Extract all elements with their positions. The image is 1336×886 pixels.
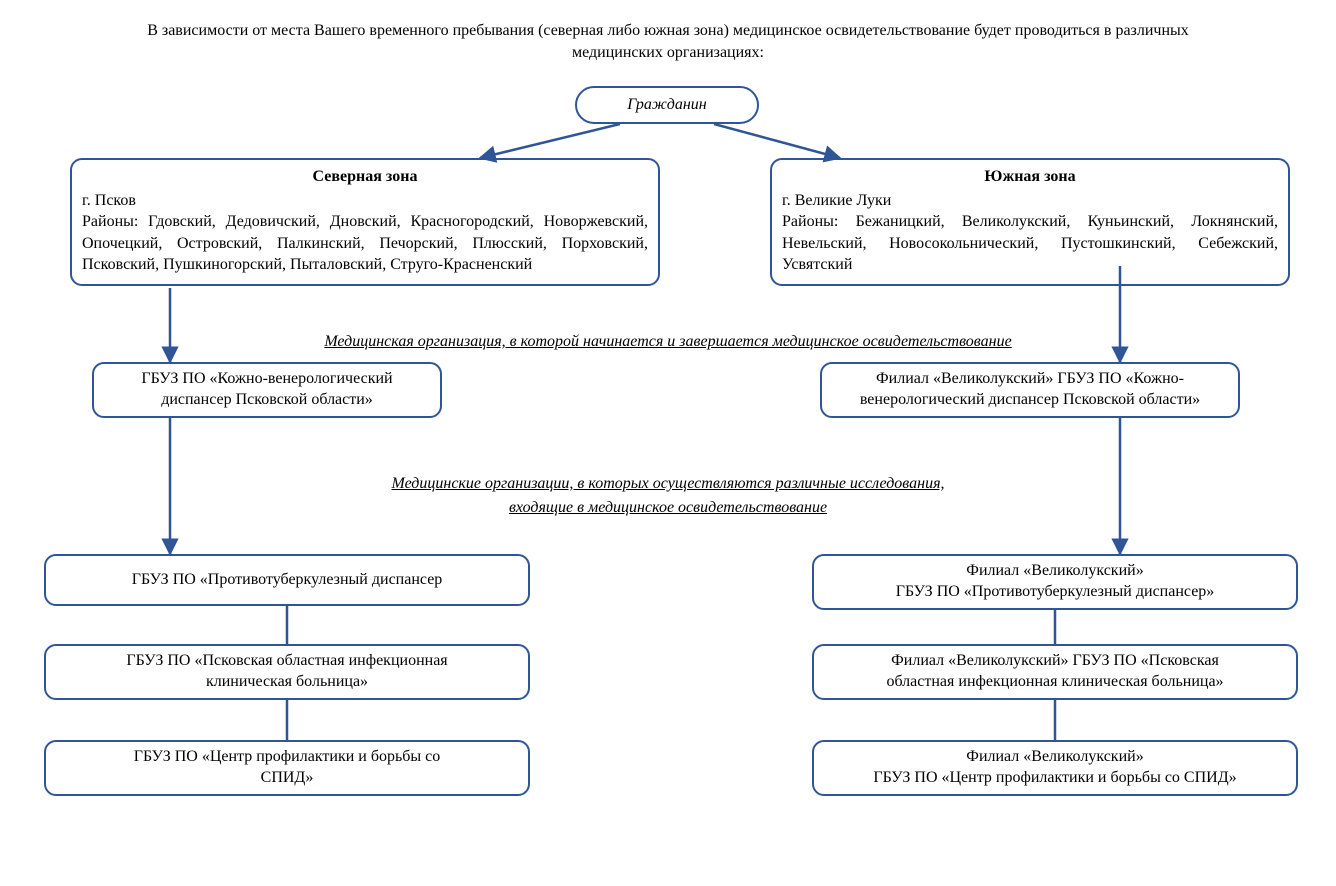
s1-line1: Филиал «Великолукский» ГБУЗ ПО «Кожно-	[876, 369, 1184, 390]
n1-line2: диспансер Псковской области»	[161, 390, 373, 411]
node-citizen: Гражданин	[575, 86, 759, 124]
south-districts-list: Бежаницкий, Великолукский, Куньинский, Л…	[782, 213, 1278, 273]
intro-text: В зависимости от места Вашего временного…	[100, 20, 1236, 65]
north-title: Северная зона	[82, 166, 648, 188]
n3-line1: ГБУЗ ПО «Псковская областная инфекционна…	[126, 651, 447, 672]
node-north-org-2: ГБУЗ ПО «Противотуберкулезный диспансер	[44, 554, 530, 606]
sec2-line1: Медицинские организации, в которых осуще…	[391, 475, 944, 492]
arrow-citizen-to-north	[480, 124, 620, 158]
n4-line2: СПИД»	[261, 768, 314, 789]
node-south-org-1: Филиал «Великолукский» ГБУЗ ПО «Кожно- в…	[820, 362, 1240, 418]
sec2-line2: входящие в медицинское освидетельствован…	[509, 499, 827, 516]
south-city: г. Великие Луки	[782, 190, 1278, 212]
south-districts: Районы: Бежаницкий, Великолукский, Куньи…	[782, 211, 1278, 276]
n4-line1: ГБУЗ ПО «Центр профилактики и борьбы со	[134, 747, 441, 768]
node-north-zone: Северная зона г. Псков Районы: Гдовский,…	[70, 158, 660, 286]
node-north-org-4: ГБУЗ ПО «Центр профилактики и борьбы со …	[44, 740, 530, 796]
s4-line1: Филиал «Великолукский»	[966, 747, 1143, 768]
s2-line2: ГБУЗ ПО «Противотуберкулезный диспансер»	[896, 582, 1215, 603]
node-south-org-2: Филиал «Великолукский» ГБУЗ ПО «Противот…	[812, 554, 1298, 610]
arrow-citizen-to-south	[714, 124, 840, 158]
s2-line1: Филиал «Великолукский»	[966, 561, 1143, 582]
s3-line2: областная инфекционная клиническая больн…	[886, 672, 1223, 693]
section-label-1: Медицинская организация, в которой начин…	[0, 330, 1336, 354]
s1-line2: венерологический диспансер Псковской обл…	[860, 390, 1200, 411]
s3-line1: Филиал «Великолукский» ГБУЗ ПО «Псковска…	[891, 651, 1219, 672]
node-north-org-3: ГБУЗ ПО «Псковская областная инфекционна…	[44, 644, 530, 700]
south-title: Южная зона	[782, 166, 1278, 188]
north-districts-list: Гдовский, Дедовичский, Дновский, Красног…	[82, 213, 648, 273]
section-label-2: Медицинские организации, в которых осуще…	[0, 472, 1336, 520]
n3-line2: клиническая больница»	[206, 672, 368, 693]
north-districts: Районы: Гдовский, Дедовичский, Дновский,…	[82, 211, 648, 276]
node-south-org-3: Филиал «Великолукский» ГБУЗ ПО «Псковска…	[812, 644, 1298, 700]
s4-line2: ГБУЗ ПО «Центр профилактики и борьбы со …	[873, 768, 1236, 789]
citizen-label: Гражданин	[627, 96, 707, 114]
north-city: г. Псков	[82, 190, 648, 212]
n2-line1: ГБУЗ ПО «Противотуберкулезный диспансер	[132, 570, 443, 591]
n1-line1: ГБУЗ ПО «Кожно-венерологический	[141, 369, 392, 390]
north-districts-label: Районы:	[82, 213, 138, 230]
node-south-org-4: Филиал «Великолукский» ГБУЗ ПО «Центр пр…	[812, 740, 1298, 796]
node-south-zone: Южная зона г. Великие Луки Районы: Бежан…	[770, 158, 1290, 286]
south-districts-label: Районы:	[782, 213, 838, 230]
node-north-org-1: ГБУЗ ПО «Кожно-венерологический диспансе…	[92, 362, 442, 418]
